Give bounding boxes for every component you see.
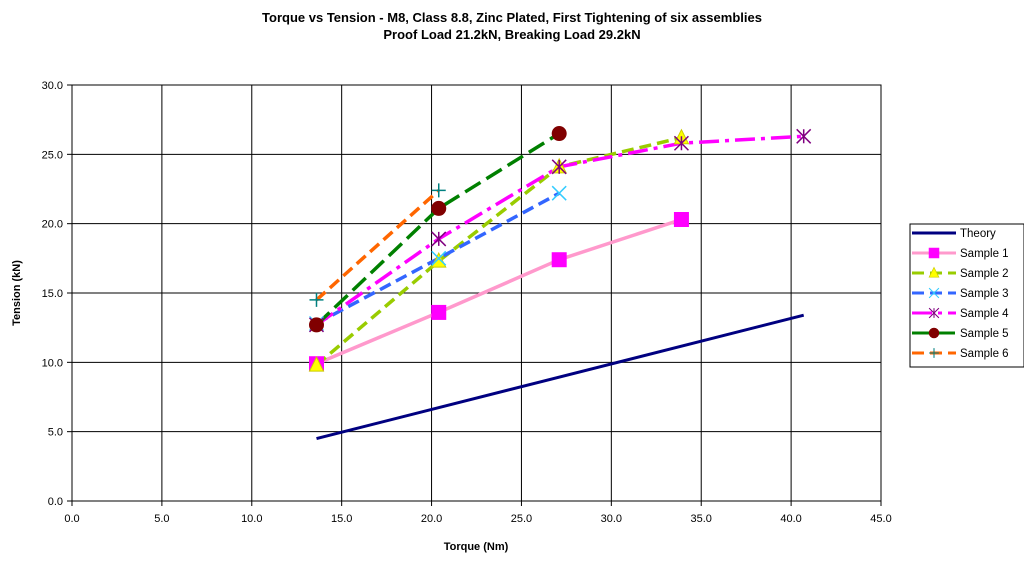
x-tick-label: 20.0 [421, 513, 442, 525]
data-point [308, 317, 324, 333]
legend-marker [928, 327, 940, 339]
legend-label: Theory [960, 228, 996, 240]
data-point [430, 251, 447, 268]
legend-label: Sample 4 [960, 308, 1009, 320]
series-line-sample-6 [315, 189, 440, 302]
y-tick-label: 15.0 [42, 288, 63, 300]
legend-item: Sample 6 [912, 348, 1009, 360]
legend-marker [929, 348, 939, 358]
y-tick-label: 25.0 [42, 149, 63, 161]
series-points-sample-6 [309, 183, 446, 307]
data-point [309, 292, 324, 307]
legend-label: Sample 5 [960, 328, 1009, 340]
legend-item: Sample 5 [912, 327, 1009, 340]
legend-item: Sample 4 [912, 307, 1009, 320]
data-point [673, 135, 689, 151]
y-tick-label: 5.0 [48, 427, 63, 439]
legend-marker [928, 307, 940, 319]
y-tick-label: 30.0 [42, 80, 63, 92]
legend-label: Sample 1 [960, 248, 1009, 260]
legend-item: Sample 2 [912, 266, 1009, 280]
chart-title: Torque vs Tension - M8, Class 8.8, Zinc … [262, 10, 762, 25]
y-tick-label: 0.0 [48, 496, 63, 508]
legend-swatch-marker [928, 327, 940, 339]
axes: 0.0 5.0 10.0 15.0 20.0 25.0 30.0 35.0 40.0 45.0 0.… [42, 80, 892, 525]
legend-item: Sample 1 [912, 247, 1009, 260]
series-line-sample-3 [315, 191, 561, 326]
legend-swatch-marker [929, 348, 939, 358]
x-tick-label: 5.0 [154, 513, 169, 525]
legend-label: Sample 2 [960, 268, 1009, 280]
legend-swatch-marker [928, 266, 940, 278]
data-point [551, 185, 567, 201]
legend-marker [928, 247, 940, 259]
legend: Theory Sample 1 Sample 2 Sample 3 Sample 4 Sa… [909, 223, 1024, 368]
x-tick-label: 35.0 [691, 513, 712, 525]
series-line-sample-2 [315, 135, 682, 367]
legend-item: Theory [912, 228, 996, 240]
legend-items: Theory Sample 1 Sample 2 Sample 3 Sample 4 Sa… [912, 228, 1009, 360]
legend-swatch-marker [928, 287, 940, 299]
data-point [308, 355, 325, 372]
series-line-sample-5 [315, 132, 561, 327]
x-tick-label: 30.0 [601, 513, 622, 525]
series-points-sample-5 [308, 126, 567, 333]
legend-swatch-marker [928, 307, 940, 319]
y-tick-label: 10.0 [42, 357, 63, 369]
x-tick-label: 0.0 [64, 513, 79, 525]
legend-item: Sample 3 [912, 287, 1009, 300]
data-point [796, 128, 812, 144]
chart-subtitle: Proof Load 21.2kN, Breaking Load 29.2kN [383, 27, 640, 42]
data-point [431, 231, 447, 247]
series-line-sample-1 [315, 217, 682, 366]
data-point [431, 304, 447, 320]
data-point [431, 250, 447, 266]
data-point [673, 212, 689, 228]
series-line-theory [316, 313, 805, 441]
legend-label: Sample 6 [960, 348, 1009, 360]
grid [72, 85, 881, 501]
x-axis-title: Torque (Nm) [444, 541, 509, 553]
x-tick-label: 45.0 [870, 513, 891, 525]
legend-marker [928, 266, 940, 278]
x-tick-label: 10.0 [241, 513, 262, 525]
series-group [308, 126, 812, 441]
y-tick-label: 20.0 [42, 219, 63, 231]
legend-label: Sample 3 [960, 288, 1009, 300]
data-point [551, 252, 567, 268]
legend-swatch-marker [928, 247, 940, 259]
data-point [431, 183, 446, 198]
x-tick-label: 40.0 [780, 513, 801, 525]
data-point [551, 126, 567, 142]
data-point [551, 159, 567, 175]
x-tick-label: 15.0 [331, 513, 352, 525]
legend-marker [928, 287, 940, 299]
data-point [431, 200, 447, 216]
y-axis-title: Tension (kN) [11, 260, 23, 326]
x-tick-label: 25.0 [511, 513, 532, 525]
